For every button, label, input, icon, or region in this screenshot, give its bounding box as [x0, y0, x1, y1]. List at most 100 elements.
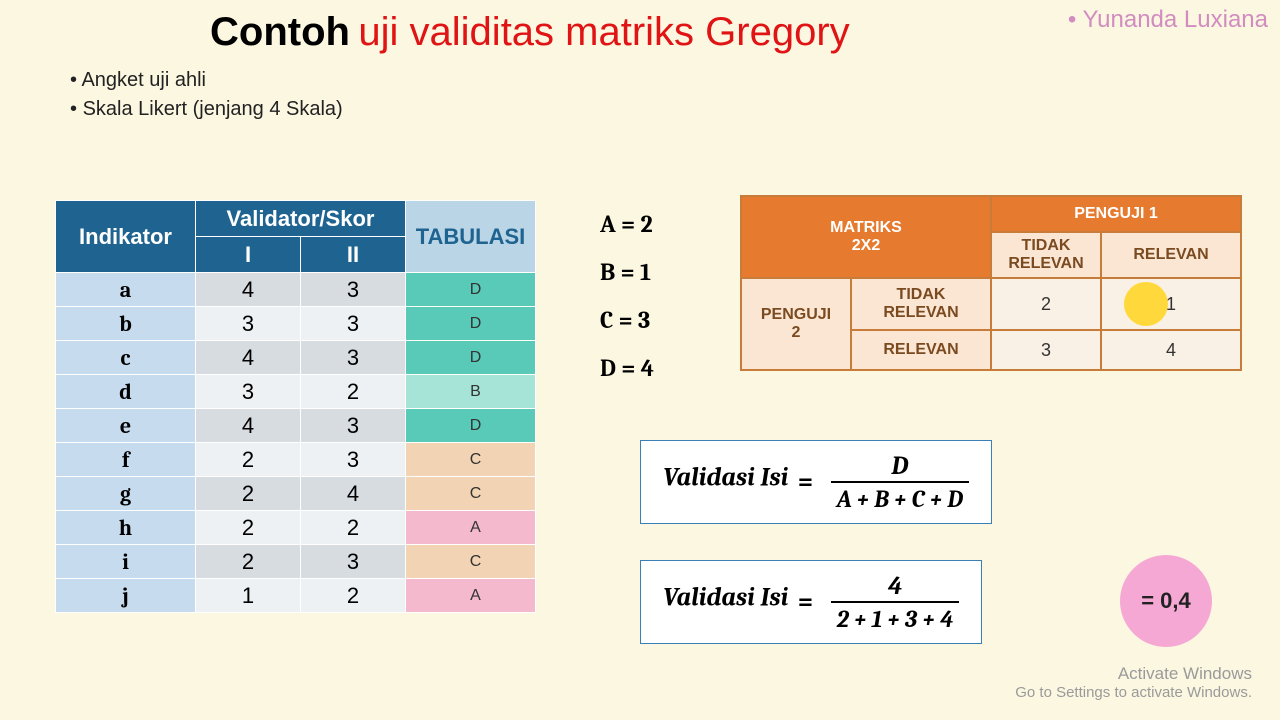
cell-tabulasi: C	[406, 443, 536, 477]
th-ii: II	[301, 237, 406, 273]
indicator-table-panel: Indikator Validator/Skor TABULASI I II a…	[55, 200, 536, 613]
f2-den: 2 + 1 + 3 + 4	[831, 601, 960, 633]
table-row: e43D	[56, 409, 536, 443]
cell-indikator: i	[56, 545, 196, 579]
cell-indikator: g	[56, 477, 196, 511]
key-line: C = 3	[600, 296, 654, 344]
cell-v1: 2	[196, 443, 301, 477]
f1-name: Validasi Isi	[663, 463, 788, 493]
cell-tabulasi: D	[406, 341, 536, 375]
cell-indikator: j	[56, 579, 196, 613]
win-wm-line1: Activate Windows	[1015, 664, 1252, 684]
cell-indikator: c	[56, 341, 196, 375]
indicator-table: Indikator Validator/Skor TABULASI I II a…	[55, 200, 536, 613]
cell-v2: 2	[301, 579, 406, 613]
formula-symbolic: Validasi Isi = D A + B + C + D	[640, 440, 992, 524]
mtx-tr1: TIDAK RELEVAN	[991, 232, 1101, 278]
cell-v1: 4	[196, 409, 301, 443]
table-row: b33D	[56, 307, 536, 341]
f1-fraction: D A + B + C + D	[831, 451, 969, 513]
cell-indikator: h	[56, 511, 196, 545]
cell-v2: 3	[301, 545, 406, 579]
cell-tabulasi: A	[406, 511, 536, 545]
f1-num: D	[831, 451, 969, 481]
f2-fraction: 4 2 + 1 + 3 + 4	[831, 571, 960, 633]
table-row: f23C	[56, 443, 536, 477]
gregory-matrix-panel: MATRIKS 2X2 PENGUJI 1 TIDAK RELEVAN RELE…	[740, 195, 1242, 371]
mtx-cell-01-val: 1	[1166, 294, 1176, 314]
table-row: d32B	[56, 375, 536, 409]
cell-tabulasi: C	[406, 545, 536, 579]
result-value: = 0,4	[1141, 588, 1191, 614]
mtx-tr2: TIDAK RELEVAN	[851, 278, 991, 330]
cell-indikator: b	[56, 307, 196, 341]
cell-indikator: e	[56, 409, 196, 443]
cell-v1: 2	[196, 477, 301, 511]
key-line: D = 4	[600, 344, 654, 392]
th-i: I	[196, 237, 301, 273]
cell-indikator: d	[56, 375, 196, 409]
th-tabulasi: TABULASI	[406, 201, 536, 273]
title-red: uji validitas matriks Gregory	[358, 10, 849, 54]
cell-v1: 4	[196, 273, 301, 307]
f2-num: 4	[831, 571, 960, 601]
table-row: h22A	[56, 511, 536, 545]
mtx-cell-01: 1	[1101, 278, 1241, 330]
bullet-item: Skala Likert (jenjang 4 Skala)	[70, 98, 1280, 121]
cell-v2: 2	[301, 511, 406, 545]
formula-numeric: Validasi Isi = 4 2 + 1 + 3 + 4	[640, 560, 982, 644]
windows-activation-watermark: Activate Windows Go to Settings to activ…	[1015, 664, 1252, 702]
cell-tabulasi: A	[406, 579, 536, 613]
table-row: j12A	[56, 579, 536, 613]
result-circle: = 0,4	[1120, 555, 1212, 647]
mtx-cell-10: 3	[991, 330, 1101, 370]
equals-sign: =	[798, 587, 813, 617]
author-watermark: • Yunanda Luxiana	[1068, 6, 1268, 34]
cell-v2: 3	[301, 273, 406, 307]
cell-tabulasi: B	[406, 375, 536, 409]
cell-v1: 2	[196, 545, 301, 579]
cell-indikator: f	[56, 443, 196, 477]
mtx-cell-00: 2	[991, 278, 1101, 330]
gregory-matrix: MATRIKS 2X2 PENGUJI 1 TIDAK RELEVAN RELE…	[740, 195, 1242, 371]
cell-indikator: a	[56, 273, 196, 307]
th-validator-skor: Validator/Skor	[196, 201, 406, 237]
cell-v1: 2	[196, 511, 301, 545]
th-indikator: Indikator	[56, 201, 196, 273]
mtx-rel1: RELEVAN	[1101, 232, 1241, 278]
cell-v2: 4	[301, 477, 406, 511]
key-line: A = 2	[600, 200, 654, 248]
title-contoh: Contoh	[210, 10, 350, 54]
cell-v2: 3	[301, 443, 406, 477]
highlight-dot-icon	[1124, 282, 1168, 326]
equals-sign: =	[798, 467, 813, 497]
key-line: B = 1	[600, 248, 654, 296]
mtx-penguji2: PENGUJI 2	[741, 278, 851, 370]
cell-v1: 4	[196, 341, 301, 375]
cell-tabulasi: C	[406, 477, 536, 511]
abcd-key: A = 2 B = 1 C = 3 D = 4	[600, 200, 654, 392]
cell-v1: 1	[196, 579, 301, 613]
cell-v1: 3	[196, 307, 301, 341]
table-row: g24C	[56, 477, 536, 511]
f2-name: Validasi Isi	[663, 583, 788, 613]
mtx-cell-11: 4	[1101, 330, 1241, 370]
cell-v1: 3	[196, 375, 301, 409]
table-row: c43D	[56, 341, 536, 375]
f1-den: A + B + C + D	[831, 481, 969, 513]
cell-v2: 3	[301, 307, 406, 341]
mtx-rel2: RELEVAN	[851, 330, 991, 370]
mtx-penguji1: PENGUJI 1	[991, 196, 1241, 232]
cell-v2: 2	[301, 375, 406, 409]
cell-tabulasi: D	[406, 273, 536, 307]
bullet-list: Angket uji ahli Skala Likert (jenjang 4 …	[70, 69, 1280, 121]
cell-v2: 3	[301, 341, 406, 375]
table-row: i23C	[56, 545, 536, 579]
cell-v2: 3	[301, 409, 406, 443]
mtx-title: MATRIKS 2X2	[741, 196, 991, 278]
cell-tabulasi: D	[406, 307, 536, 341]
bullet-item: Angket uji ahli	[70, 69, 1280, 92]
table-row: a43D	[56, 273, 536, 307]
cell-tabulasi: D	[406, 409, 536, 443]
win-wm-line2: Go to Settings to activate Windows.	[1015, 684, 1252, 702]
